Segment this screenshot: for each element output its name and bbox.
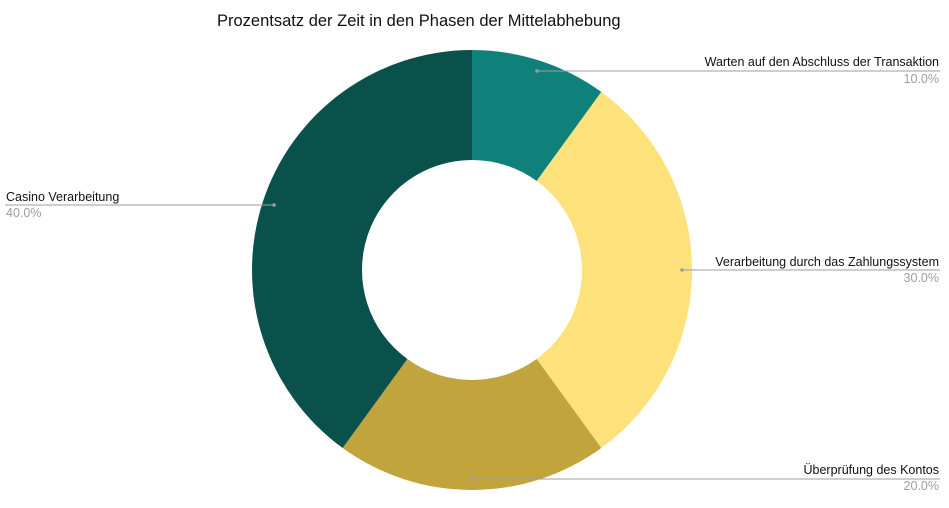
slice-account (342, 358, 602, 490)
slice-transaction (472, 50, 602, 182)
slice-pct-casino: 40.0% (6, 206, 42, 220)
leader-lines (5, 69, 940, 481)
slice-label-account: Überprüfung des Kontos (803, 463, 939, 477)
leader-dot-payment (680, 268, 684, 272)
slice-label-transaction: Warten auf den Abschluss der Transaktion (704, 55, 939, 69)
slice-pct-transaction: 10.0% (903, 72, 939, 86)
slice-payment (536, 92, 692, 448)
donut-slices (252, 50, 692, 490)
leader-dot-transaction (535, 69, 539, 73)
slice-casino (252, 50, 472, 448)
slice-label-casino: Casino Verarbeitung (6, 190, 120, 204)
slice-pct-account: 20.0% (903, 479, 939, 493)
leader-dot-casino (272, 203, 276, 207)
slice-pct-payment: 30.0% (903, 271, 939, 285)
leader-dot-account (471, 477, 475, 481)
chart-title: Prozentsatz der Zeit in den Phasen der M… (217, 12, 621, 30)
slice-label-payment: Verarbeitung durch das Zahlungssystem (715, 255, 939, 269)
